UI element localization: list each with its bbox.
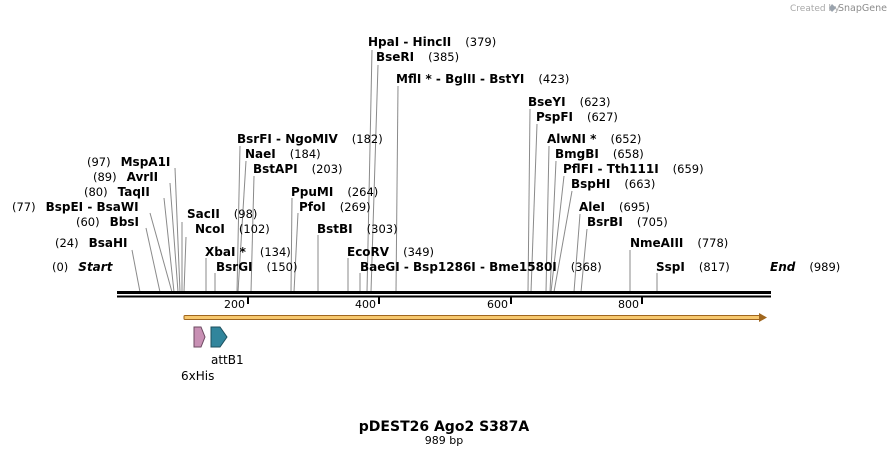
leader-bstapi bbox=[250, 175, 255, 293]
feature-attb1[interactable]: attB1 bbox=[210, 326, 244, 367]
leader-avrii bbox=[169, 182, 179, 293]
site-bbsi[interactable]: (60) BbsI bbox=[76, 215, 139, 229]
leader-hpai bbox=[366, 49, 373, 293]
leader-bseyi bbox=[527, 108, 531, 293]
snapgene-logo-icon bbox=[829, 4, 836, 12]
site-pspfi[interactable]: PspFI (627) bbox=[536, 110, 618, 124]
site-sacii[interactable]: SacII (98) bbox=[187, 207, 257, 221]
feature-6xhis-arrow-icon bbox=[193, 326, 206, 348]
site-mspa1i[interactable]: (97) MspA1I bbox=[87, 155, 170, 169]
site-nmeaiii[interactable]: NmeAIII (778) bbox=[630, 236, 728, 250]
restriction-sites: HpaI - HincII (379) BseRI (385) MflI * - B… bbox=[12, 35, 840, 274]
leader-ppumi bbox=[290, 197, 293, 293]
orf-arrow[interactable] bbox=[183, 313, 767, 322]
leader-pfoi bbox=[293, 212, 299, 293]
site-naei[interactable]: NaeI (184) bbox=[245, 147, 321, 161]
site-bstbi[interactable]: BstBI (303) bbox=[317, 222, 398, 236]
site-bseyi[interactable]: BseYI (623) bbox=[528, 95, 611, 109]
site-alwni[interactable]: AlwNI * (652) bbox=[547, 132, 641, 146]
leader-bseri bbox=[370, 64, 379, 293]
leader-bbsi bbox=[145, 227, 161, 293]
leader-bsrfi bbox=[236, 145, 241, 293]
site-start[interactable]: (0) Start bbox=[52, 260, 114, 274]
site-pflfi[interactable]: PflFI - Tth111I (659) bbox=[563, 162, 704, 176]
site-bsrbi[interactable]: BsrBI (705) bbox=[587, 215, 668, 229]
site-avrii[interactable]: (89) AvrII bbox=[93, 170, 158, 184]
leader-bsphi bbox=[553, 190, 573, 293]
tick-label-600: 600 bbox=[487, 298, 508, 311]
site-ppumi[interactable]: PpuMI (264) bbox=[291, 185, 378, 199]
leader-alei bbox=[573, 213, 581, 293]
feature-6xhis[interactable]: 6xHis bbox=[181, 326, 214, 383]
site-mfli[interactable]: MflI * - BglII - BstYI (423) bbox=[396, 72, 569, 86]
leader-naei bbox=[237, 160, 247, 293]
site-xbai[interactable]: XbaI * (134) bbox=[205, 245, 291, 259]
site-baegi[interactable]: BaeGI - Bsp1286I - Bme1580I (368) bbox=[360, 260, 602, 274]
leader-alwni bbox=[545, 145, 550, 293]
leader-pspfi bbox=[530, 123, 538, 293]
ruler: 200 400 600 800 bbox=[224, 297, 643, 311]
orf-arrowhead-icon bbox=[759, 313, 767, 322]
site-bmgbi[interactable]: BmgBI (658) bbox=[555, 147, 644, 161]
site-taqii[interactable]: (80) TaqII bbox=[84, 185, 150, 199]
leader-pflfi bbox=[550, 175, 565, 293]
dna-backbone bbox=[117, 291, 771, 298]
site-bsahi[interactable]: (24) BsaHI bbox=[55, 236, 128, 250]
leader-mspa1i bbox=[174, 167, 181, 293]
leader-bsrbi bbox=[580, 228, 588, 293]
site-ecorv[interactable]: EcoRV (349) bbox=[347, 245, 434, 259]
leader-bsahi bbox=[131, 249, 141, 293]
leader-ncoi bbox=[183, 236, 187, 293]
feature-6xhis-label: 6xHis bbox=[181, 369, 214, 383]
site-bsrfi[interactable]: BsrFI - NgoMIV (182) bbox=[237, 132, 383, 146]
site-alei[interactable]: AleI (695) bbox=[579, 200, 650, 214]
site-bsrgi[interactable]: BsrGI (150) bbox=[216, 260, 297, 274]
site-ncoi[interactable]: NcoI (102) bbox=[195, 222, 270, 236]
feature-attb1-label: attB1 bbox=[211, 353, 244, 367]
leader-taqii bbox=[163, 197, 175, 293]
site-leader-lines bbox=[131, 49, 658, 293]
site-bstapi[interactable]: BstAPI (203) bbox=[253, 162, 343, 176]
tick-label-200: 200 bbox=[224, 298, 245, 311]
feature-attb1-arrow-icon bbox=[210, 326, 228, 348]
site-sspi[interactable]: SspI (817) bbox=[656, 260, 730, 274]
credit-brand: SnapGene bbox=[838, 3, 887, 14]
leader-mfli bbox=[395, 85, 399, 293]
tick-label-800: 800 bbox=[618, 298, 639, 311]
leader-bmgbi bbox=[549, 160, 557, 293]
site-bsphi[interactable]: BspHI (663) bbox=[571, 177, 655, 191]
site-end[interactable]: End (989) bbox=[770, 260, 840, 274]
plasmid-length: 989 bp bbox=[425, 434, 463, 447]
tick-label-400: 400 bbox=[355, 298, 376, 311]
site-hpai[interactable]: HpaI - HincII (379) bbox=[368, 35, 496, 49]
leader-bspei bbox=[149, 212, 173, 293]
credit-text: Created by bbox=[790, 4, 840, 14]
site-bseri[interactable]: BseRI (385) bbox=[376, 50, 459, 64]
site-bspei[interactable]: (77) BspEI - BsaWI bbox=[12, 200, 139, 214]
plasmid-title: pDEST26 Ago2 S387A bbox=[359, 419, 530, 435]
site-pfoi[interactable]: PfoI (269) bbox=[299, 200, 371, 214]
